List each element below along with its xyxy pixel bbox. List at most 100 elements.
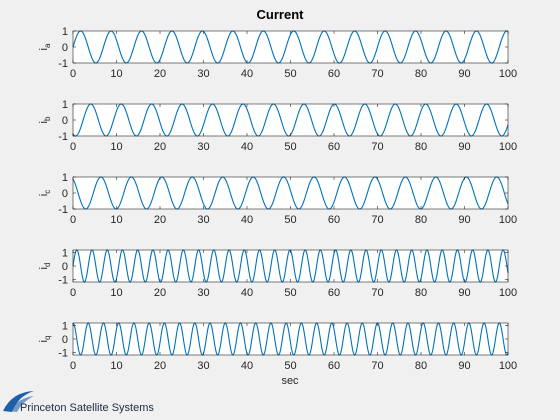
logo-swoosh-icon — [3, 391, 34, 412]
x-tick-label: 100 — [499, 141, 517, 153]
x-tick-label: 30 — [197, 68, 209, 80]
x-tick-label: 30 — [197, 214, 209, 226]
y-label-sub: a — [43, 43, 52, 48]
y-axis-label-c: ic — [38, 190, 52, 196]
x-tick-label: 70 — [371, 68, 383, 80]
x-tick-label: 50 — [284, 360, 296, 372]
x-tick-label: 30 — [197, 141, 209, 153]
x-tick-label: 40 — [241, 360, 253, 372]
figure-title: Current — [257, 7, 305, 22]
y-tick-label: 1 — [62, 248, 68, 260]
x-tick-label: 10 — [110, 68, 122, 80]
x-tick-label: 70 — [371, 360, 383, 372]
x-tick-label: 20 — [154, 141, 166, 153]
x-tick-label: 40 — [241, 214, 253, 226]
x-tick-label: 90 — [458, 141, 470, 153]
x-tick-label: 90 — [458, 214, 470, 226]
logo-text: Princeton Satellite Systems — [20, 402, 154, 414]
x-tick-label: 20 — [154, 360, 166, 372]
x-tick-label: 70 — [371, 287, 383, 299]
x-tick-label: 50 — [284, 141, 296, 153]
x-tick-label: 100 — [499, 360, 517, 372]
y-label-main: i — [38, 267, 50, 269]
x-tick-label: 0 — [70, 214, 76, 226]
x-tick-label: 10 — [110, 360, 122, 372]
y-axis-label-b: ib — [38, 116, 52, 123]
y-tick-label: 0 — [62, 188, 68, 200]
y-tick-label: 0 — [62, 261, 68, 273]
x-tick-label: 0 — [70, 287, 76, 299]
y-tick-label: -1 — [58, 204, 68, 216]
y-label-sub: d — [43, 263, 52, 267]
y-tick-label: 1 — [62, 172, 68, 184]
series-line-q — [72, 322, 509, 356]
x-tick-label: 20 — [154, 214, 166, 226]
x-tick-label: 30 — [197, 287, 209, 299]
x-tick-label: 40 — [241, 68, 253, 80]
y-label-sub: c — [43, 190, 52, 194]
y-label-main: i — [38, 48, 50, 50]
x-tick-label: 80 — [415, 141, 427, 153]
y-label-main: i — [38, 194, 50, 196]
x-tick-label: 80 — [415, 68, 427, 80]
y-tick-label: -1 — [58, 58, 68, 70]
y-tick-label: -1 — [58, 131, 68, 143]
y-axis-label-q: iq — [38, 336, 52, 343]
x-tick-label: 0 — [70, 360, 76, 372]
x-tick-label: 40 — [241, 287, 253, 299]
x-tick-label: 60 — [328, 68, 340, 80]
x-tick-label: 30 — [197, 360, 209, 372]
x-tick-label: 80 — [415, 214, 427, 226]
logo: Princeton Satellite Systems — [3, 391, 154, 414]
y-label-sub: b — [43, 116, 52, 121]
x-tick-label: 60 — [328, 360, 340, 372]
x-tick-label: 70 — [371, 141, 383, 153]
x-tick-label: 100 — [499, 287, 517, 299]
y-tick-label: 1 — [62, 26, 68, 38]
y-axis-label-a: ia — [38, 43, 52, 50]
y-tick-label: 1 — [62, 321, 68, 333]
x-tick-label: 90 — [458, 287, 470, 299]
y-axis-label-d: id — [38, 263, 52, 270]
x-tick-label: 90 — [458, 360, 470, 372]
x-tick-label: 90 — [458, 68, 470, 80]
x-tick-label: 60 — [328, 214, 340, 226]
x-tick-label: 60 — [328, 287, 340, 299]
x-tick-label: 0 — [70, 68, 76, 80]
x-tick-label: 60 — [328, 141, 340, 153]
x-tick-label: 20 — [154, 287, 166, 299]
x-axis-label: sec — [281, 375, 299, 387]
x-tick-label: 10 — [110, 141, 122, 153]
y-label-main: i — [38, 121, 50, 123]
y-tick-label: 0 — [62, 334, 68, 346]
y-label-main: i — [38, 340, 50, 342]
y-tick-label: 1 — [62, 99, 68, 111]
x-tick-label: 70 — [371, 214, 383, 226]
x-tick-label: 80 — [415, 287, 427, 299]
x-tick-label: 40 — [241, 141, 253, 153]
y-tick-label: 0 — [62, 115, 68, 127]
y-tick-label: -1 — [58, 347, 68, 359]
x-tick-label: 10 — [110, 287, 122, 299]
x-tick-label: 100 — [499, 68, 517, 80]
series-line-a — [72, 30, 509, 64]
y-tick-label: -1 — [58, 274, 68, 286]
x-tick-label: 10 — [110, 214, 122, 226]
x-tick-label: 100 — [499, 214, 517, 226]
x-tick-label: 50 — [284, 68, 296, 80]
x-tick-label: 20 — [154, 68, 166, 80]
plot-area-c — [73, 177, 508, 209]
x-tick-label: 80 — [415, 360, 427, 372]
plot-area-b — [73, 104, 508, 136]
plot-area-d — [73, 250, 508, 282]
x-tick-label: 50 — [284, 214, 296, 226]
y-tick-label: 0 — [62, 42, 68, 54]
x-tick-label: 0 — [70, 141, 76, 153]
y-label-sub: q — [43, 336, 52, 340]
